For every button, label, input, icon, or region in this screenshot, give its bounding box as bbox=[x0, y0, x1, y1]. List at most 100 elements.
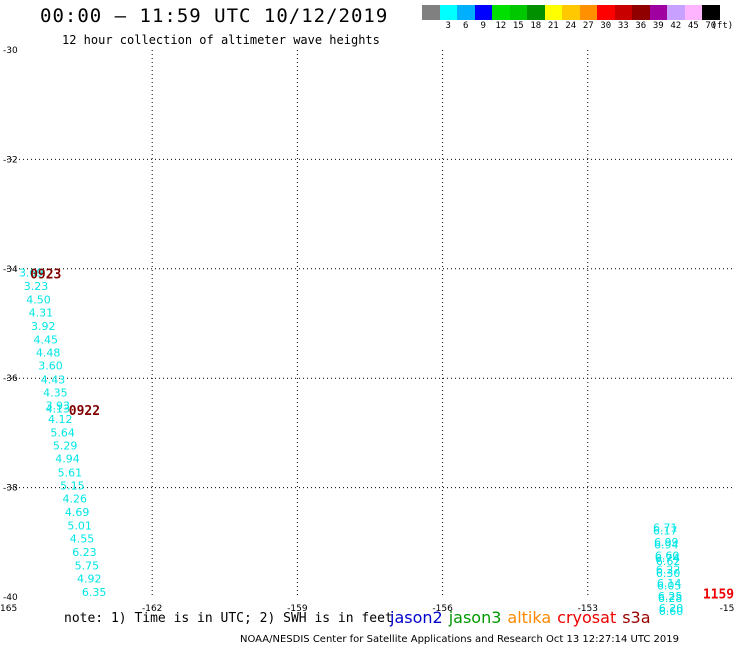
wave-height-value: 4.12 bbox=[48, 413, 73, 426]
color-scale-tick-label: 6 bbox=[463, 21, 469, 31]
wave-height-value: 4.45 bbox=[33, 333, 58, 346]
wave-height-value: 3.93 bbox=[46, 400, 71, 413]
color-swatch bbox=[579, 5, 597, 20]
wave-height-value: 4.26 bbox=[63, 493, 88, 506]
wave-height-value: 4.48 bbox=[36, 346, 61, 359]
axis-tick-labels: -165 -162 -159 -156 -153 -15 -30 -32 -34 -36 -38 -4… bbox=[0, 46, 734, 614]
wave-height-value: 6.20 bbox=[659, 602, 684, 615]
wave-height-value: 6.62 bbox=[656, 555, 681, 568]
x-tick-label: -165 bbox=[0, 604, 17, 614]
wave-height-value: 5.64 bbox=[50, 426, 75, 439]
y-tick-label: -34 bbox=[3, 265, 18, 275]
wave-height-value: 4.31 bbox=[29, 307, 54, 320]
wave-height-value: 6.60 bbox=[655, 549, 680, 562]
color-swatch bbox=[684, 5, 702, 20]
wave-height-value: 6.17 bbox=[653, 524, 678, 537]
wave-height-value: 4.43 bbox=[41, 373, 66, 386]
color-swatch bbox=[544, 5, 562, 20]
color-swatch bbox=[509, 5, 527, 20]
y-tick-label: -30 bbox=[3, 46, 18, 56]
color-scale-tick-label: 70 bbox=[705, 21, 717, 31]
color-scale-tick-label: 42 bbox=[670, 21, 682, 31]
color-scale-tick-label: 15 bbox=[512, 21, 524, 31]
color-scale-tick-label: 45 bbox=[687, 21, 699, 31]
color-swatch bbox=[492, 5, 510, 20]
color-scale-tick-label: 12 bbox=[495, 21, 507, 31]
footer-note: note: 1) Time is in UTC; 2) SWH is in fe… bbox=[64, 611, 393, 626]
color-scale-bar bbox=[422, 5, 720, 20]
x-tick-label: -153 bbox=[578, 604, 598, 614]
grid-lines bbox=[7, 50, 733, 597]
wave-height-value: 4.94 bbox=[55, 453, 80, 466]
time-label: 0923 bbox=[30, 267, 61, 282]
color-scale-tick-label: 36 bbox=[635, 21, 647, 31]
color-swatch bbox=[667, 5, 685, 20]
credit-line: NOAA/NESDIS Center for Satellite Applica… bbox=[240, 634, 679, 645]
wave-height-value: 5.15 bbox=[60, 479, 85, 492]
color-swatch bbox=[562, 5, 580, 20]
chart-title: 00:00 – 11:59 UTC 10/12/2019 bbox=[40, 5, 389, 27]
color-swatch bbox=[597, 5, 615, 20]
color-scale-tick-label: 21 bbox=[547, 21, 559, 31]
satellite-legend: jason2 jason3 altika cryosat s3a bbox=[390, 608, 657, 627]
color-scale-tick-label: 30 bbox=[600, 21, 612, 31]
time-labels: 0923 0922 1159 bbox=[30, 267, 734, 602]
time-label: 1159 bbox=[703, 587, 734, 602]
x-tick-label: -159 bbox=[287, 604, 308, 614]
color-scale-labels: 3 6 9 12 15 18 21 24 27 30 33 36 39 42 45 70 (ft) bbox=[422, 21, 740, 35]
color-swatch bbox=[702, 5, 720, 20]
y-tick-label: -40 bbox=[3, 593, 18, 603]
wave-height-value: 3.92 bbox=[31, 320, 56, 333]
wave-height-value: 4.13 bbox=[46, 402, 71, 415]
wave-height-value: 6.25 bbox=[658, 590, 683, 603]
color-scale-unit: (ft) bbox=[711, 21, 734, 31]
color-scale-tick-label: 9 bbox=[480, 21, 486, 31]
x-tick-label: -15 bbox=[720, 604, 735, 614]
color-scale-tick-label: 24 bbox=[565, 21, 577, 31]
wave-height-value: 6.22 bbox=[656, 564, 681, 577]
legend-entry: altika bbox=[507, 608, 552, 627]
y-tick-label: -36 bbox=[3, 374, 18, 384]
wave-height-value: 3.60 bbox=[38, 360, 63, 373]
wave-height-value: 6.74 bbox=[655, 552, 680, 565]
wave-height-value: 5.29 bbox=[53, 439, 78, 452]
wave-height-value: 4.92 bbox=[77, 572, 102, 585]
wave-height-value: 4.55 bbox=[70, 532, 95, 545]
legend-entry: cryosat bbox=[557, 608, 617, 627]
color-swatch bbox=[439, 5, 457, 20]
time-label: 0922 bbox=[69, 404, 100, 419]
color-scale-tick-label: 27 bbox=[582, 21, 594, 31]
color-scale-tick-label: 33 bbox=[617, 21, 629, 31]
wave-height-value: 3.69 bbox=[19, 267, 44, 280]
color-scale-tick-label: 39 bbox=[652, 21, 664, 31]
color-swatch bbox=[527, 5, 545, 20]
wave-height-value: 3.23 bbox=[24, 280, 49, 293]
color-swatch bbox=[632, 5, 650, 20]
x-tick-label: -156 bbox=[432, 604, 453, 614]
y-tick-label: -38 bbox=[3, 484, 18, 494]
wave-height-value: 6.60 bbox=[659, 605, 684, 618]
color-swatch bbox=[474, 5, 492, 20]
color-swatch bbox=[457, 5, 475, 20]
wave-height-value: 6.23 bbox=[72, 546, 97, 559]
wave-height-value: 6.71 bbox=[653, 522, 678, 535]
wave-height-value: 5.75 bbox=[75, 559, 100, 572]
y-tick-label: -32 bbox=[3, 155, 18, 165]
wave-height-value: 4.50 bbox=[26, 293, 51, 306]
wave-height-value: 5.01 bbox=[67, 519, 92, 532]
wave-height-value: 6.30 bbox=[656, 567, 681, 580]
color-swatch bbox=[422, 5, 440, 20]
wave-height-value: 5.61 bbox=[58, 466, 83, 479]
wave-height-value: 4.35 bbox=[43, 386, 68, 399]
color-swatch bbox=[649, 5, 667, 20]
wave-height-points: 3.693.234.504.313.924.454.483.604.434.35… bbox=[19, 267, 683, 619]
x-tick-label: -162 bbox=[142, 604, 162, 614]
color-scale-tick-label: 18 bbox=[530, 21, 542, 31]
wave-height-value: 6.05 bbox=[657, 580, 682, 593]
wave-height-value: 6.35 bbox=[82, 586, 107, 599]
color-scale-tick-label: 3 bbox=[445, 21, 451, 31]
color-swatch bbox=[614, 5, 632, 20]
legend-entry: s3a bbox=[622, 608, 651, 627]
wave-height-value: 6.14 bbox=[657, 577, 682, 590]
